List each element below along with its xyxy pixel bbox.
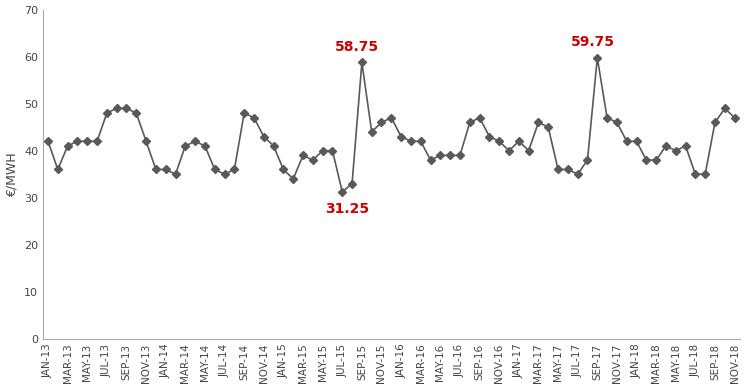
Text: 58.75: 58.75 bbox=[335, 40, 379, 54]
Text: 59.75: 59.75 bbox=[571, 35, 615, 49]
Y-axis label: €/MWH: €/MWH bbox=[5, 152, 19, 196]
Text: 31.25: 31.25 bbox=[325, 202, 369, 216]
